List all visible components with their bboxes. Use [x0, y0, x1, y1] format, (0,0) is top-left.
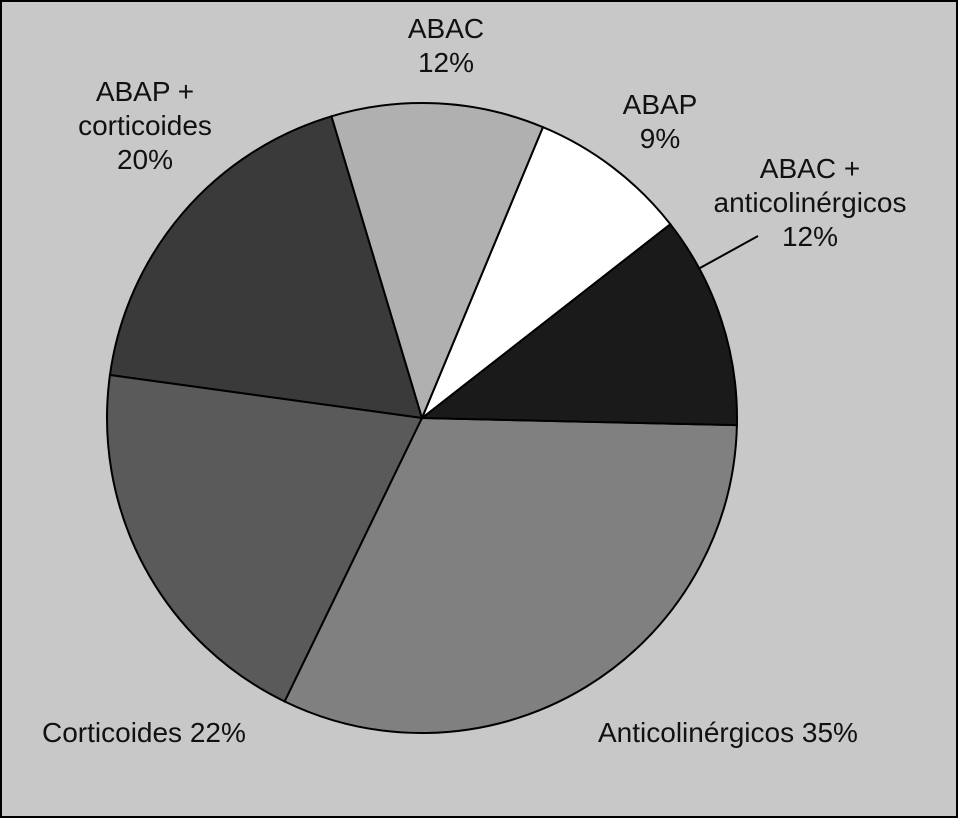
- category-label: Corticoides: [42, 717, 183, 748]
- slice-label: ABAC 12%: [346, 12, 546, 80]
- value-label: 35%: [801, 717, 858, 748]
- slice-label: Corticoides 22%: [42, 716, 342, 750]
- category-label: ABAC + anticolinérgicos: [713, 153, 907, 218]
- category-label: ABAC: [407, 13, 485, 44]
- value-label: 12%: [417, 47, 475, 78]
- slice-label: ABAP + corticoides 20%: [45, 75, 245, 177]
- pie-slice: [419, 125, 672, 422]
- value-label: 9%: [639, 123, 681, 154]
- pie-slice: [283, 416, 738, 734]
- category-label: ABAP + corticoides: [78, 76, 212, 141]
- value-label: 22%: [189, 717, 246, 748]
- pie-slice: [106, 373, 424, 703]
- pie-slice: [108, 115, 424, 420]
- pie-slice: [419, 222, 738, 427]
- slice-label: Anticolinérgicos 35%: [598, 716, 938, 750]
- slice-label: ABAC + anticolinérgicos 12%: [680, 152, 940, 254]
- category-label: ABAP: [622, 89, 698, 120]
- pie-slice: [330, 102, 545, 421]
- leader-line: [699, 235, 759, 269]
- value-label: 12%: [781, 221, 839, 252]
- slice-label: ABAP 9%: [560, 88, 760, 156]
- value-label: 20%: [116, 144, 174, 175]
- category-label: Anticolinérgicos: [598, 717, 795, 748]
